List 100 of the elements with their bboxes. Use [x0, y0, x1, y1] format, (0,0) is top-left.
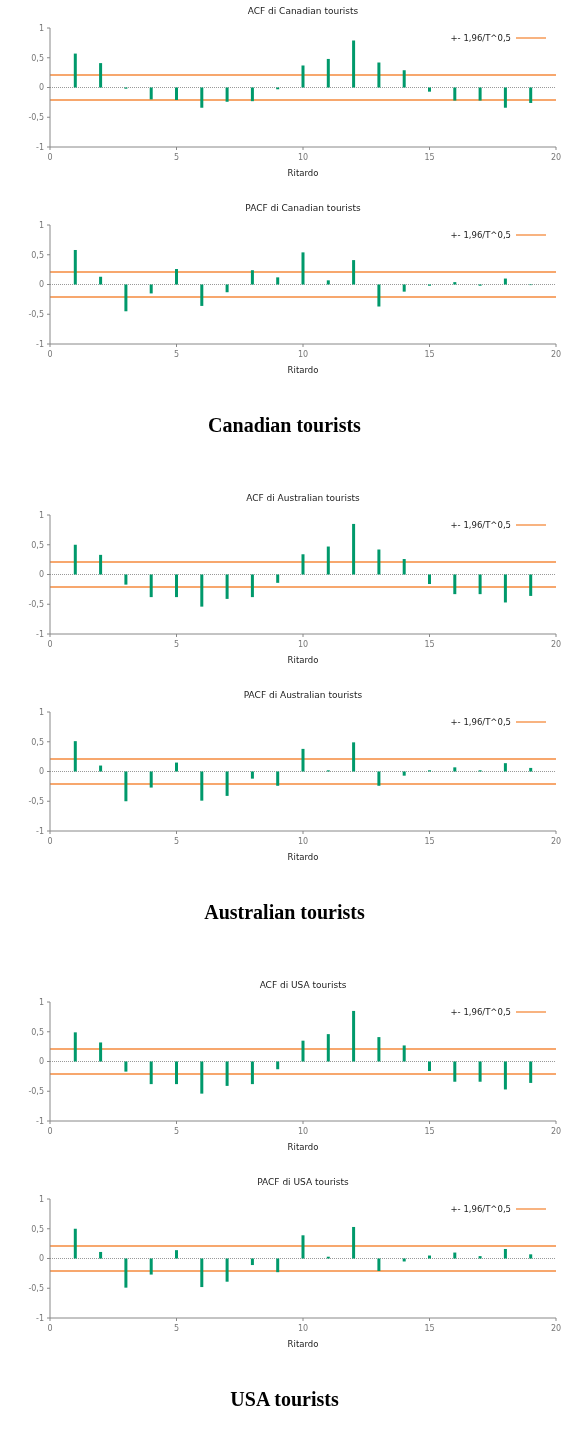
bar: [73, 1228, 77, 1259]
bar: [276, 574, 280, 583]
x-tick-label: 20: [550, 640, 562, 649]
bar: [225, 87, 229, 102]
bar: [402, 284, 406, 292]
bar: [276, 771, 280, 786]
bar: [453, 87, 457, 101]
bar: [225, 1258, 229, 1282]
y-tick-label: 0,5: [31, 250, 44, 260]
x-tick-label: 15: [424, 1127, 435, 1136]
y-tick-label: 1: [38, 23, 44, 33]
bar: [73, 53, 77, 88]
y-tick-label: 1: [38, 707, 44, 717]
bar: [225, 284, 229, 293]
bar: [301, 252, 305, 285]
bar: [301, 1235, 305, 1259]
bar: [250, 771, 254, 779]
bar: [175, 1061, 178, 1085]
legend-label: +- 1,96/T^0,5: [450, 32, 511, 43]
bar: [99, 1251, 103, 1259]
bar: [301, 554, 305, 575]
bar: [200, 574, 204, 607]
bar: [377, 284, 381, 307]
bar: [402, 771, 406, 776]
bar: [225, 1061, 229, 1086]
bar: [301, 1040, 305, 1062]
bar: [225, 574, 229, 599]
chart-title: ACF di Canadian tourists: [247, 6, 359, 16]
legend-label: +- 1,96/T^0,5: [450, 1006, 511, 1017]
x-tick-label: 0: [47, 1127, 53, 1136]
bar: [326, 58, 330, 88]
bar: [453, 1061, 457, 1082]
legend-label: +- 1,96/T^0,5: [450, 1203, 511, 1214]
legend-label: +- 1,96/T^0,5: [450, 229, 511, 240]
chart-title: PACF di Australian tourists: [243, 690, 363, 700]
bar: [453, 767, 457, 772]
bar: [529, 87, 533, 103]
x-axis-title: Ritardo: [287, 1142, 319, 1152]
chart-title: PACF di Canadian tourists: [245, 203, 362, 213]
bar: [402, 70, 406, 88]
x-tick-label: 15: [424, 837, 435, 846]
bar: [200, 284, 204, 306]
bar: [529, 1061, 533, 1083]
bar: [124, 284, 128, 312]
x-tick-label: 5: [173, 1127, 180, 1136]
bar: [175, 269, 178, 285]
bar: [73, 741, 77, 772]
bar: [529, 767, 533, 772]
y-tick-label: -0,5: [28, 310, 44, 320]
bar: [99, 1042, 103, 1062]
x-axis-title: Ritardo: [287, 168, 319, 178]
bar: [478, 574, 482, 595]
bar: [503, 763, 507, 772]
x-tick-label: 0: [47, 350, 53, 359]
x-tick-label: 20: [550, 1127, 562, 1136]
y-tick-label: 0,5: [31, 540, 44, 550]
bar: [352, 742, 356, 772]
x-axis-title: Ritardo: [287, 1339, 319, 1349]
bar: [301, 748, 305, 772]
bar: [225, 771, 229, 796]
bar: [99, 276, 103, 285]
x-tick-label: 10: [297, 640, 309, 649]
chart-title: ACF di USA tourists: [259, 980, 347, 990]
bar: [73, 1032, 77, 1062]
bar: [276, 1258, 280, 1273]
bar: [478, 87, 482, 101]
y-tick-label: -0,5: [28, 113, 44, 123]
bar: [250, 270, 254, 285]
y-tick-label: -1: [36, 1313, 44, 1323]
bar: [377, 1258, 381, 1271]
x-tick-label: 10: [297, 1127, 309, 1136]
x-axis-title: Ritardo: [287, 852, 319, 862]
x-tick-label: 5: [173, 837, 180, 846]
x-tick-label: 10: [297, 1324, 309, 1333]
y-tick-label: -1: [36, 339, 44, 349]
x-tick-label: 5: [173, 1324, 180, 1333]
bar: [175, 1250, 178, 1259]
bar: [428, 574, 431, 585]
bar: [149, 87, 153, 100]
x-tick-label: 0: [47, 153, 53, 162]
y-tick-label: 0,5: [31, 53, 44, 63]
y-tick-label: 0: [38, 83, 44, 93]
bar: [250, 87, 254, 102]
bar: [402, 559, 406, 575]
bar: [73, 544, 77, 575]
bar: [453, 282, 457, 285]
x-tick-label: 15: [424, 350, 435, 359]
x-tick-label: 20: [550, 350, 562, 359]
bar: [175, 574, 178, 598]
bar: [200, 1258, 204, 1288]
x-axis-title: Ritardo: [287, 655, 319, 665]
bar: [200, 771, 204, 801]
x-axis-title: Ritardo: [287, 365, 319, 375]
x-tick-label: 20: [550, 1324, 562, 1333]
y-tick-label: -1: [36, 142, 44, 152]
bar: [175, 87, 178, 100]
bar: [529, 574, 533, 596]
bar: [250, 1061, 254, 1085]
x-tick-label: 5: [173, 350, 180, 359]
bar: [276, 1061, 280, 1070]
